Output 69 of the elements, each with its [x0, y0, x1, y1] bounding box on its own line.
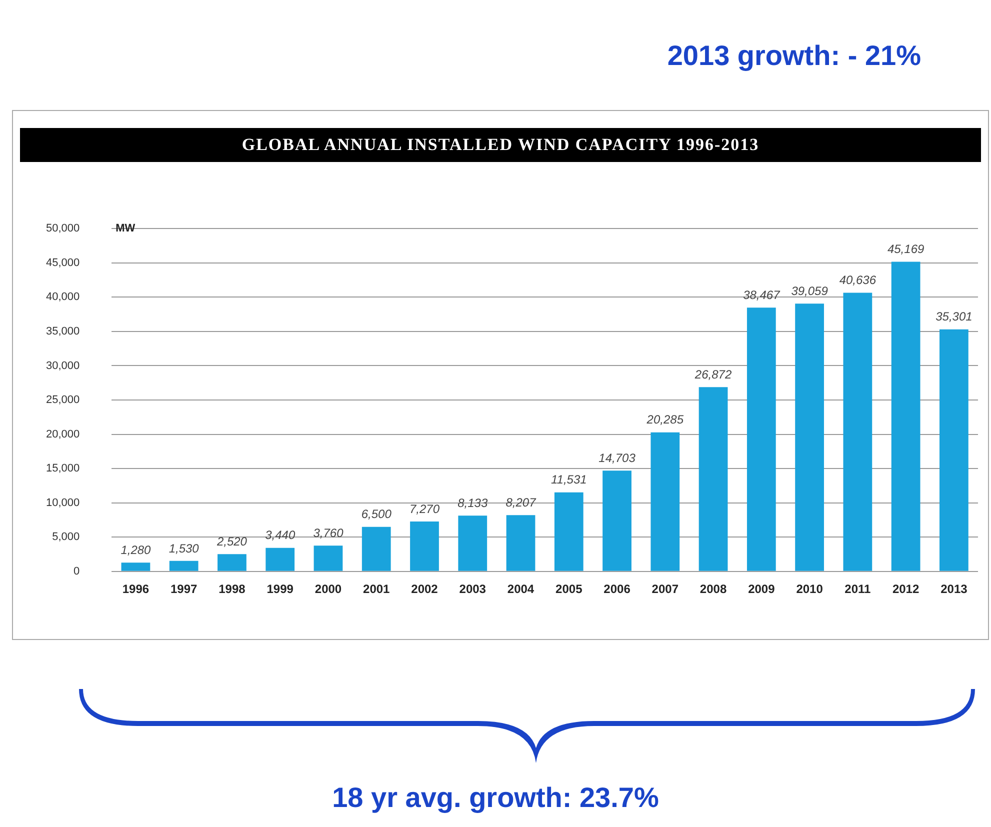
bar	[939, 329, 968, 571]
x-tick-label: 2004	[507, 582, 534, 596]
data-label: 45,169	[887, 242, 924, 256]
y-tick-label: 50,000	[46, 222, 80, 235]
bar	[891, 262, 920, 571]
x-tick-label: 1998	[218, 582, 246, 596]
x-tick-label: 2000	[314, 582, 342, 596]
y-tick-label: 15,000	[46, 462, 80, 475]
x-tick-label: 2011	[844, 582, 872, 596]
data-label: 40,636	[839, 273, 876, 288]
x-tick-label: 2007	[652, 582, 679, 596]
bar	[602, 470, 632, 571]
y-tick-label: 25,000	[46, 394, 80, 406]
bar	[314, 546, 343, 571]
bar	[458, 516, 488, 571]
data-label: 14,703	[598, 450, 636, 465]
data-label: 35,301	[936, 310, 972, 324]
y-tick-label: 10,000	[46, 496, 80, 509]
bar	[362, 526, 391, 571]
data-label: 1,280	[120, 542, 152, 557]
bar	[650, 432, 680, 571]
data-label: 3,440	[265, 528, 296, 542]
x-tick-label: 1996	[122, 582, 150, 596]
data-label: 3,760	[313, 526, 344, 540]
y-tick-label: 20,000	[46, 428, 80, 440]
data-label: 39,059	[791, 284, 828, 298]
x-tick-label: 2006	[604, 582, 631, 596]
x-tick-label: 2010	[796, 582, 824, 596]
x-tick-label: 2003	[459, 582, 486, 596]
x-tick-label: 2013	[940, 582, 968, 596]
bar	[795, 304, 824, 571]
data-label: 38,467	[743, 288, 782, 302]
data-label: 6,500	[361, 507, 392, 522]
x-tick-label: 1999	[266, 582, 294, 596]
bar	[121, 562, 150, 571]
x-tick-label: 2002	[411, 582, 438, 596]
data-label: 26,872	[694, 368, 732, 382]
y-axis-title: MW	[116, 222, 136, 235]
y-tick-label: 0	[74, 565, 80, 578]
x-tick-label: 2008	[700, 582, 727, 596]
data-label: 11,531	[550, 472, 587, 487]
data-label: 8,207	[506, 495, 538, 510]
bar	[266, 548, 295, 571]
y-tick-label: 35,000	[46, 325, 80, 338]
y-tick-label: 40,000	[46, 291, 80, 304]
bar	[746, 308, 776, 571]
y-tick-label: 5,000	[52, 531, 80, 544]
bar	[843, 292, 872, 571]
bar	[698, 387, 728, 571]
x-tick-label: 2012	[892, 582, 920, 596]
data-label: 1,530	[168, 541, 200, 556]
y-tick-label: 45,000	[46, 256, 80, 269]
data-label: 8,133	[458, 496, 488, 510]
text: 18 yr avg. growth: 23.7%	[331, 782, 660, 814]
x-tick-label: 2001	[363, 582, 390, 596]
bar	[506, 515, 536, 571]
bar	[218, 554, 246, 571]
bar	[410, 522, 439, 571]
x-tick-label: 1997	[170, 582, 198, 596]
bar	[554, 492, 584, 571]
data-label: 7,270	[409, 502, 440, 516]
data-label: 20,285	[646, 412, 684, 427]
bar	[169, 560, 198, 571]
data-label: 2,520	[216, 534, 248, 548]
x-tick-label: 2009	[748, 582, 776, 596]
y-tick-label: 30,000	[46, 360, 80, 372]
text: 2013 growth: - 21%	[667, 40, 921, 72]
chart-title: GLOBAL ANNUAL INSTALLED WIND CAPACITY 1996-2013	[20, 128, 981, 162]
x-tick-label: 2005	[556, 582, 583, 596]
